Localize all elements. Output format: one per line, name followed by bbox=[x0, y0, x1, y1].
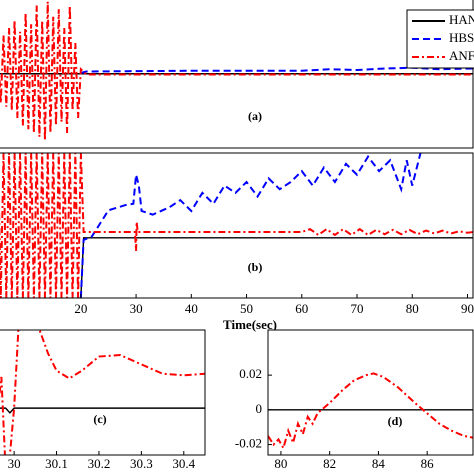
panel-label: (b) bbox=[248, 260, 263, 274]
x-tick-label: 90 bbox=[461, 301, 474, 316]
axes-frame bbox=[267, 329, 474, 456]
panel-label: (a) bbox=[248, 109, 262, 123]
x-tick-label: 80 bbox=[406, 301, 419, 316]
x-tick-label: 20 bbox=[74, 301, 87, 316]
axes-frame bbox=[0, 0, 474, 149]
x-tick-label: 30 bbox=[8, 456, 21, 471]
x-axis-title: Time(sec) bbox=[223, 317, 277, 332]
x-tick-label: 60 bbox=[295, 301, 308, 316]
plot-area bbox=[268, 330, 473, 455]
x-tick-label: 84 bbox=[372, 456, 386, 471]
plot-area bbox=[0, 330, 205, 455]
series-line bbox=[79, 153, 422, 298]
y-tick-label: 0.02 bbox=[239, 366, 262, 381]
x-tick-label: 70 bbox=[351, 301, 364, 316]
legend-label: HAN bbox=[449, 12, 474, 27]
y-tick-label: -0.02 bbox=[235, 436, 262, 451]
x-tick-label: 30.2 bbox=[88, 456, 111, 471]
series-line bbox=[0, 330, 205, 455]
x-tick-label: 82 bbox=[323, 456, 336, 471]
panel-label: (c) bbox=[93, 412, 106, 426]
x-tick-label: 30.3 bbox=[130, 456, 153, 471]
series-line bbox=[80, 237, 473, 298]
series-line bbox=[0, 1, 473, 141]
panel-label: (d) bbox=[388, 414, 403, 428]
axes-frame bbox=[0, 152, 474, 299]
x-tick-label: 86 bbox=[421, 456, 435, 471]
series-line bbox=[268, 372, 473, 451]
x-tick-label: 80 bbox=[274, 456, 287, 471]
y-tick-label: 0 bbox=[256, 401, 263, 416]
legend-label: ANF bbox=[449, 48, 474, 63]
axes-frame bbox=[0, 329, 206, 456]
x-tick-label: 40 bbox=[185, 301, 198, 316]
series-group bbox=[0, 330, 205, 455]
series-group bbox=[268, 372, 473, 451]
x-tick-label: 50 bbox=[240, 301, 253, 316]
legend-label: HBS bbox=[449, 30, 474, 45]
x-tick-label: 30.1 bbox=[45, 456, 68, 471]
series-line bbox=[0, 153, 473, 298]
x-tick-label: 30.4 bbox=[172, 456, 195, 471]
x-tick-label: 30 bbox=[130, 301, 143, 316]
series-group bbox=[0, 153, 473, 298]
